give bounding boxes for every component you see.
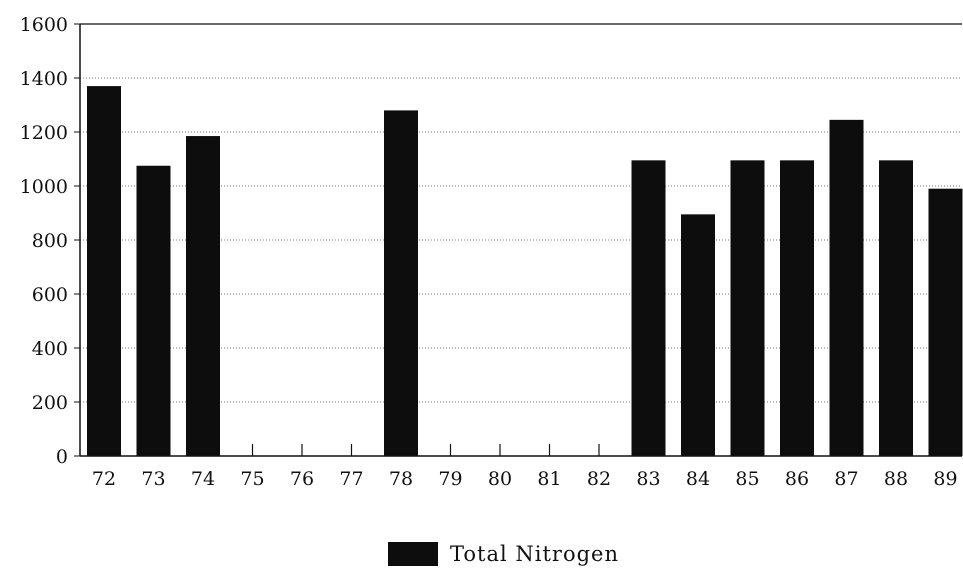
bar-78 — [384, 110, 418, 457]
bars — [87, 86, 963, 457]
bar-73 — [136, 165, 171, 456]
x-tick-label: 87 — [834, 468, 858, 490]
y-tick-label: 600 — [32, 284, 68, 306]
y-tick-label: 1200 — [20, 122, 68, 144]
x-tick-label: 88 — [884, 468, 908, 490]
x-tick-label: 84 — [686, 468, 710, 490]
x-tick-label: 82 — [587, 468, 611, 490]
y-tick-labels: 0 200 400 600 800 1000 1200 1400 1600 — [20, 14, 68, 468]
bar-86 — [780, 160, 814, 456]
bar-84 — [681, 214, 715, 456]
bar-85 — [730, 160, 765, 456]
y-tick-label: 1600 — [20, 14, 68, 36]
axes — [74, 23, 962, 457]
x-tick-label: 77 — [339, 468, 363, 490]
x-tick-label: 85 — [735, 468, 759, 490]
x-tick-label: 89 — [933, 468, 957, 490]
x-tick-label: 81 — [537, 468, 561, 490]
x-tick-labels: 72 73 74 75 76 77 78 79 80 81 82 83 84 85 86 87 88 89 — [92, 468, 958, 490]
x-tick-label: 86 — [785, 468, 809, 490]
x-tick-label: 76 — [290, 468, 314, 490]
x-tick-label: 74 — [191, 468, 215, 490]
x-tick-label: 80 — [488, 468, 512, 490]
grid-lines — [80, 77, 962, 403]
legend-swatch — [388, 542, 438, 566]
bar-88 — [879, 160, 913, 456]
y-tick-label: 200 — [32, 392, 68, 414]
y-tick-label: 800 — [32, 230, 68, 252]
y-tick-label: 1000 — [20, 176, 68, 198]
y-tick-label: 400 — [32, 338, 68, 360]
y-tick-label: 1400 — [20, 68, 68, 90]
bar-72 — [87, 86, 121, 456]
x-tick-label: 73 — [141, 468, 165, 490]
x-tick-label: 83 — [636, 468, 660, 490]
x-tick-label: 78 — [389, 468, 413, 490]
y-tick-label: 0 — [56, 446, 68, 468]
bar-87 — [829, 119, 864, 456]
bar-89 — [928, 188, 963, 456]
bar-74 — [186, 136, 220, 457]
legend-label: Total Nitrogen — [450, 542, 619, 566]
bar-83 — [631, 160, 666, 456]
legend: Total Nitrogen — [388, 540, 619, 568]
x-tick-label: 72 — [92, 468, 116, 490]
x-tick-label: 75 — [240, 468, 264, 490]
x-tick-label: 79 — [438, 468, 462, 490]
